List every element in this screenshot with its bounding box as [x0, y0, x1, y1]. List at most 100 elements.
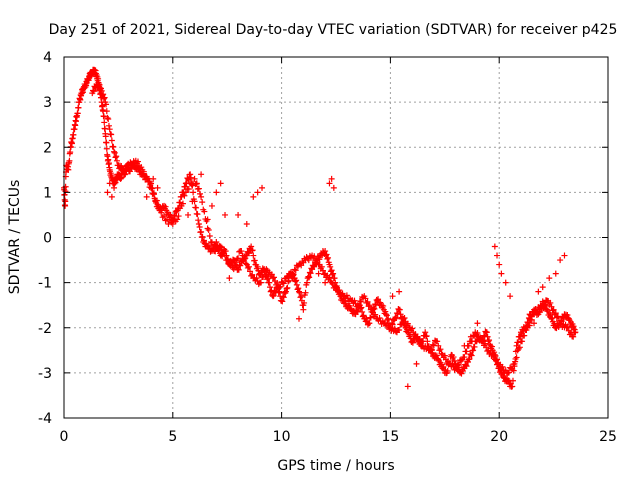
data-point	[280, 294, 287, 301]
data-point	[328, 175, 335, 182]
data-point	[549, 307, 556, 314]
data-point	[372, 311, 379, 318]
data-point	[491, 243, 498, 250]
data-point	[315, 270, 322, 277]
data-point	[513, 354, 520, 361]
data-point	[434, 338, 441, 345]
x-tick-label: 5	[168, 429, 177, 445]
data-point	[292, 278, 299, 285]
data-point	[283, 285, 290, 292]
data-point	[174, 216, 181, 223]
data-point	[440, 363, 447, 370]
data-point	[416, 336, 423, 343]
data-point	[108, 137, 115, 144]
data-point	[305, 273, 312, 280]
data-point	[249, 271, 256, 278]
data-point	[330, 184, 337, 191]
data-point	[483, 344, 490, 351]
data-point	[150, 191, 157, 198]
data-point	[102, 133, 109, 140]
data-point	[293, 281, 300, 288]
data-point	[158, 209, 165, 216]
data-point	[301, 299, 308, 306]
data-point	[489, 351, 496, 358]
data-point	[470, 347, 477, 354]
x-tick-label: 10	[273, 429, 291, 445]
data-point	[103, 139, 110, 146]
data-point	[452, 365, 459, 372]
axis-ticks: 0 5 10 15 20 25 -4 -3 -2 -1 0 1 2 3 4	[38, 50, 617, 445]
data-point	[193, 204, 200, 211]
data-point	[254, 263, 261, 270]
data-point	[564, 323, 571, 330]
data-point	[356, 298, 363, 305]
data-point	[392, 314, 399, 321]
data-point	[143, 193, 150, 200]
data-point	[270, 292, 277, 299]
data-point	[437, 346, 444, 353]
data-point	[467, 333, 474, 340]
data-point	[382, 308, 389, 315]
x-tick-label: 25	[599, 429, 617, 445]
data-point	[90, 87, 97, 94]
data-point	[169, 220, 176, 227]
data-point	[222, 252, 229, 259]
data-point	[372, 301, 379, 308]
data-point	[199, 199, 206, 206]
data-point	[134, 158, 141, 165]
data-point	[74, 110, 81, 117]
data-point	[453, 366, 460, 373]
data-point	[467, 351, 474, 358]
data-point	[384, 320, 391, 327]
data-point	[189, 198, 196, 205]
data-point	[222, 211, 229, 218]
data-point	[274, 280, 281, 287]
data-point	[75, 104, 82, 111]
data-point	[454, 361, 461, 368]
data-point	[242, 260, 249, 267]
data-point	[528, 316, 535, 323]
data-point	[360, 312, 367, 319]
data-point	[355, 302, 362, 309]
data-point	[393, 310, 400, 317]
data-point	[247, 268, 254, 275]
data-point	[194, 211, 201, 218]
data-point	[391, 325, 398, 332]
data-point	[329, 271, 336, 278]
data-point	[325, 254, 332, 261]
data-point	[496, 261, 503, 268]
data-point	[155, 203, 162, 210]
data-point	[561, 252, 568, 259]
data-point	[474, 320, 481, 327]
data-point	[482, 340, 489, 347]
data-point	[103, 101, 110, 108]
data-point	[296, 315, 303, 322]
data-point	[323, 251, 330, 258]
data-point	[269, 275, 276, 282]
data-point	[182, 189, 189, 196]
data-point	[215, 247, 222, 254]
data-point	[351, 297, 358, 304]
data-point	[191, 175, 198, 182]
data-point	[314, 258, 321, 265]
data-point	[66, 157, 73, 164]
data-point	[195, 185, 202, 192]
data-point	[100, 91, 107, 98]
data-point	[98, 87, 105, 94]
data-point	[282, 288, 289, 295]
data-point	[517, 333, 524, 340]
data-point	[200, 237, 207, 244]
data-point	[106, 126, 113, 133]
data-point	[548, 303, 555, 310]
data-point	[219, 249, 226, 256]
data-point	[235, 266, 242, 273]
data-point	[550, 306, 557, 313]
data-point	[290, 271, 297, 278]
data-point	[449, 360, 456, 367]
data-point	[295, 285, 302, 292]
data-point	[101, 119, 108, 126]
data-point	[239, 252, 246, 259]
data-point	[181, 192, 188, 199]
data-point	[138, 164, 145, 171]
